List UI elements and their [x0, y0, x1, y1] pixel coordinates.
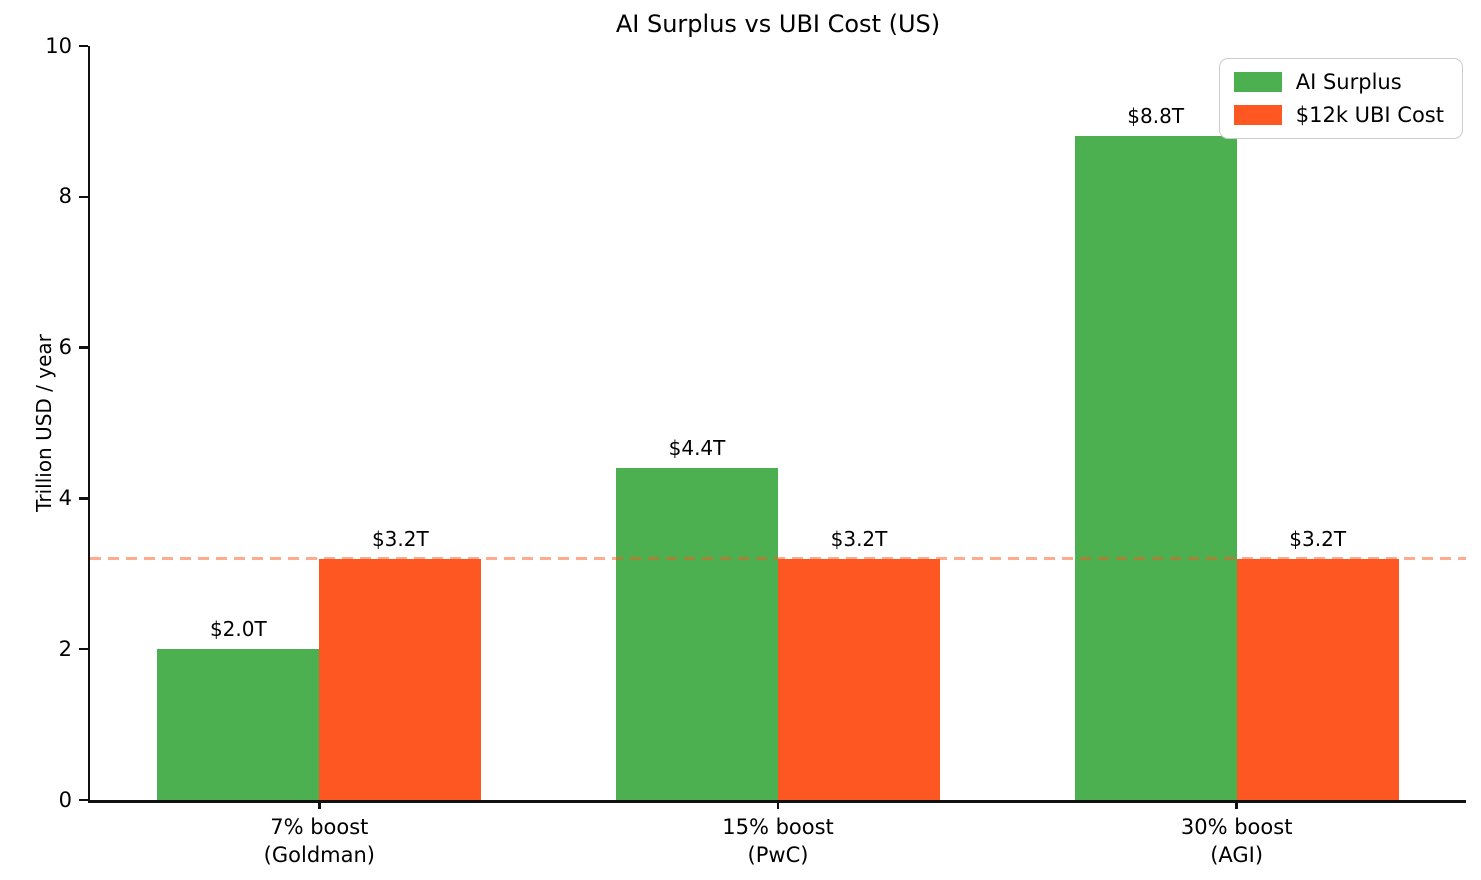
x-tick-label-30-boost: 30% boost (AGI) — [1107, 813, 1367, 869]
x-tick-label-line1: 30% boost — [1180, 815, 1293, 839]
y-tick-label-10: 10 — [45, 33, 72, 58]
x-tick-mark-15-boost — [776, 800, 780, 809]
x-tick-label-line2: (Goldman) — [263, 843, 375, 867]
bar-value-label-ai-surplus-30-boost: $8.8T — [1127, 104, 1185, 129]
chart-title: AI Surplus vs UBI Cost (US) — [615, 10, 941, 38]
y-tick-label-2: 2 — [58, 636, 72, 661]
x-tick-mark-30-boost — [1235, 800, 1238, 809]
bar-ai-surplus-15-boost — [616, 468, 778, 800]
y-axis-label: Trillion USD / year — [32, 334, 56, 512]
legend-label-ai-surplus: AI Surplus — [1295, 70, 1402, 94]
plot-area: 0 2 4 6 8 10 7% boost (Goldman) $2.0T $3.2T 15% bo… — [45, 34, 1466, 867]
legend: AI Surplus $12k UBI Cost — [1218, 58, 1463, 139]
y-tick-mark-0 — [78, 798, 88, 802]
y-tick-label-6: 6 — [58, 335, 72, 360]
y-tick-mark-2 — [78, 647, 88, 651]
bar-value-label-12k-ubi-cost-30-boost: $3.2T — [1289, 526, 1347, 551]
bar-value-label-12k-ubi-cost-15-boost: $3.2T — [830, 526, 888, 551]
bar-value-label-12k-ubi-cost-7-boost: $3.2T — [371, 526, 429, 551]
bar-value-label-ai-surplus-7-boost: $2.0T — [209, 617, 267, 642]
legend-entry-ai-surplus: AI Surplus — [1233, 70, 1444, 94]
legend-label-ubi-cost: $12k UBI Cost — [1295, 103, 1444, 127]
x-tick-label-line2: (PwC) — [747, 843, 809, 867]
y-tick-mark-10 — [78, 44, 88, 48]
reference-line — [90, 557, 1466, 561]
bar-12k-ubi-cost-15-boost — [778, 558, 940, 800]
y-tick-label-8: 8 — [58, 184, 72, 209]
x-tick-label-line2: (AGI) — [1210, 843, 1264, 867]
y-tick-mark-6 — [78, 346, 88, 349]
y-axis-spine — [87, 46, 90, 803]
bar-12k-ubi-cost-7-boost — [319, 558, 482, 800]
x-tick-label-7-boost: 7% boost (Goldman) — [189, 813, 449, 869]
x-tick-label-15-boost: 15% boost (PwC) — [648, 813, 908, 869]
y-tick-mark-4 — [78, 497, 88, 500]
bar-ai-surplus-7-boost — [157, 649, 320, 800]
x-tick-label-line1: 7% boost — [270, 815, 369, 839]
y-tick-label-4: 4 — [58, 485, 72, 510]
x-tick-label-line1: 15% boost — [722, 815, 834, 839]
bar-12k-ubi-cost-30-boost — [1236, 558, 1399, 800]
bar-ai-surplus-30-boost — [1074, 136, 1237, 800]
y-tick-label-0: 0 — [58, 787, 72, 812]
legend-swatch-ubi-cost — [1233, 105, 1282, 125]
legend-entry-ubi-cost: $12k UBI Cost — [1233, 103, 1444, 127]
legend-swatch-ai-surplus — [1233, 72, 1282, 92]
bar-value-label-ai-surplus-15-boost: $4.4T — [668, 436, 726, 461]
y-tick-mark-8 — [78, 195, 88, 199]
x-tick-mark-7-boost — [318, 800, 321, 809]
